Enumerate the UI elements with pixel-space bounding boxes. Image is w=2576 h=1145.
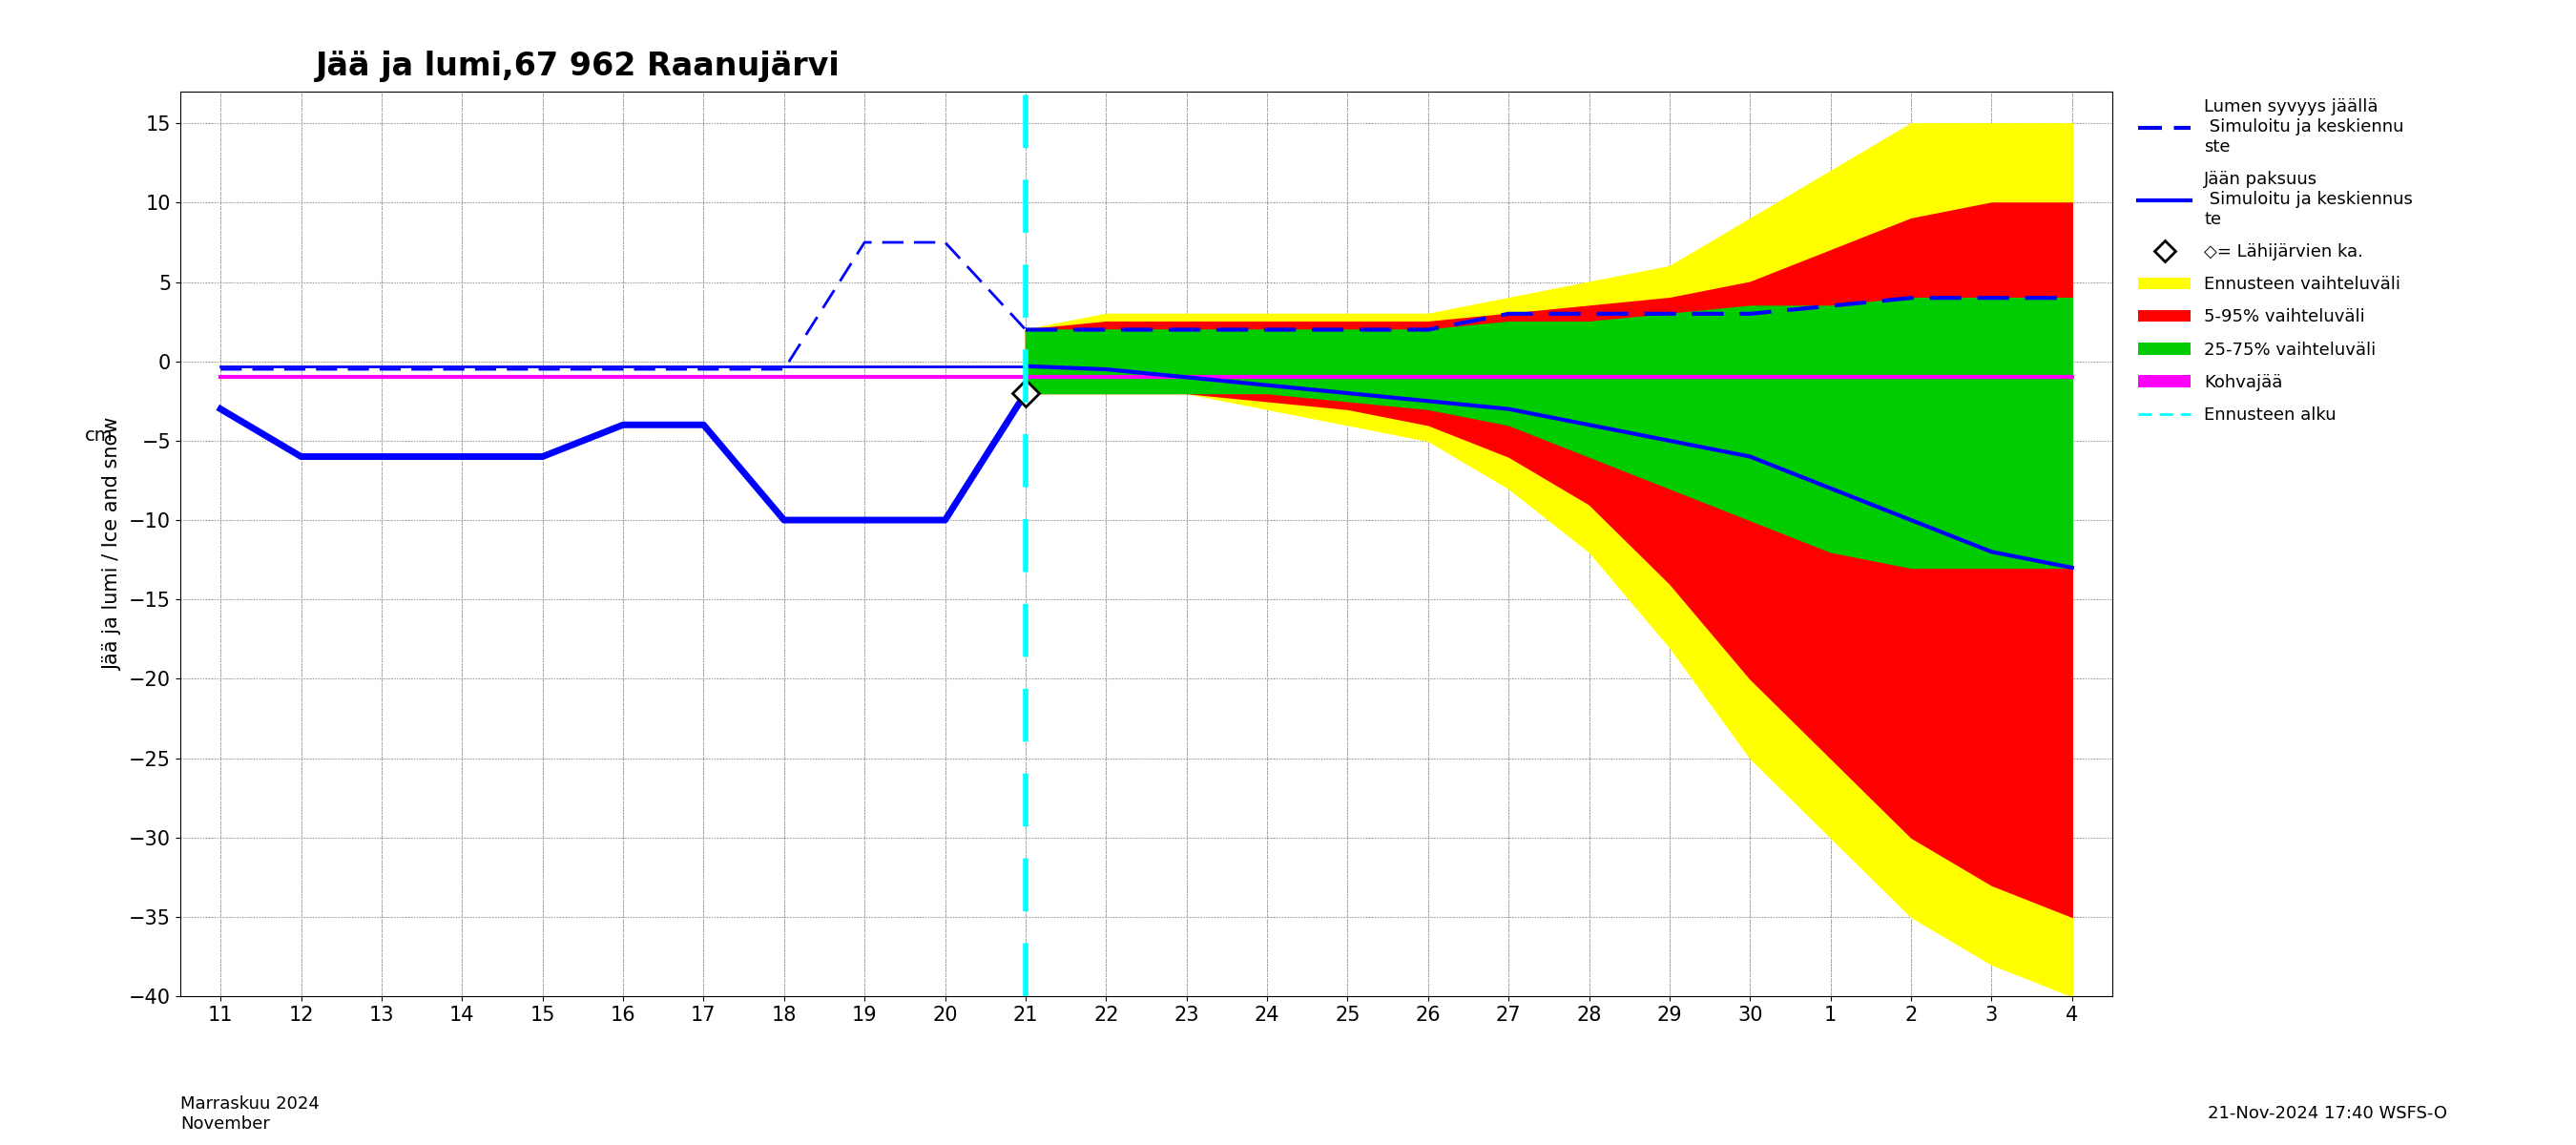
Text: Marraskuu 2024
November: Marraskuu 2024 November — [180, 1096, 319, 1132]
Text: cm: cm — [85, 426, 113, 444]
Text: 21-Nov-2024 17:40 WSFS-O: 21-Nov-2024 17:40 WSFS-O — [2208, 1105, 2447, 1122]
Text: Jää ja lumi,67 962 Raanujärvi: Jää ja lumi,67 962 Raanujärvi — [314, 50, 840, 82]
Legend: Lumen syvyys jäällä
 Simuloitu ja keskiennu
ste, Jään paksuus
 Simuloitu ja kesk: Lumen syvyys jäällä Simuloitu ja keskien… — [2133, 92, 2419, 431]
Y-axis label: Jää ja lumi / Ice and snow: Jää ja lumi / Ice and snow — [103, 417, 124, 671]
